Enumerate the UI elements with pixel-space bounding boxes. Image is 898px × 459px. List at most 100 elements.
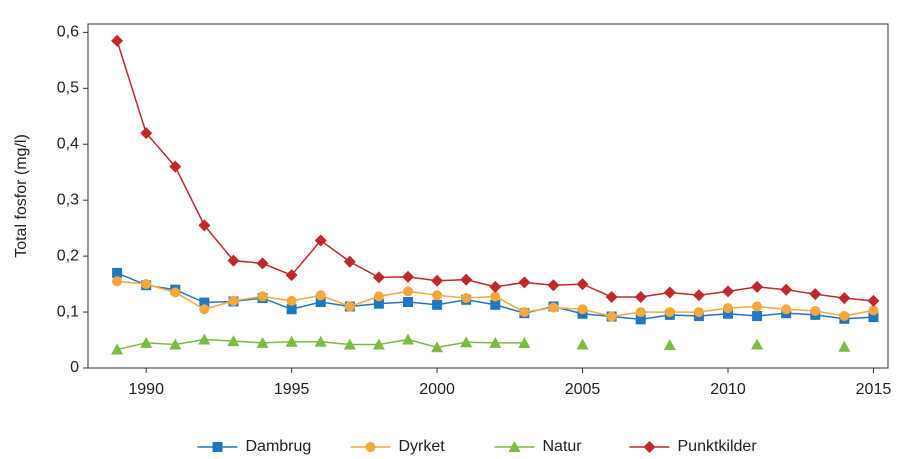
x-tick-label: 2000 [419, 381, 455, 398]
marker [169, 338, 182, 350]
marker [314, 335, 327, 347]
marker [343, 255, 356, 268]
y-tick-label: 0,6 [57, 24, 79, 41]
marker [112, 276, 123, 287]
marker [461, 293, 472, 304]
marker [839, 310, 850, 321]
marker [723, 308, 733, 319]
marker [111, 343, 124, 355]
marker [256, 336, 269, 348]
marker [838, 292, 851, 305]
marker [431, 274, 444, 287]
marker [781, 304, 792, 315]
marker [751, 338, 764, 350]
marker [372, 271, 385, 284]
marker [810, 305, 821, 316]
marker [634, 290, 647, 303]
marker [635, 307, 646, 318]
y-tick-label: 0,4 [57, 135, 79, 152]
marker [663, 339, 676, 351]
marker [227, 254, 240, 267]
series-line [117, 339, 844, 349]
x-tick-label: 1995 [274, 381, 310, 398]
x-tick-label: 2005 [565, 381, 601, 398]
marker [692, 289, 705, 302]
marker [460, 273, 473, 286]
marker [112, 267, 123, 278]
marker [286, 304, 297, 315]
marker [752, 301, 763, 312]
marker [402, 333, 414, 345]
marker [432, 290, 443, 301]
marker [548, 302, 559, 313]
legend-marker [643, 441, 656, 453]
marker [343, 338, 356, 350]
marker [519, 307, 530, 318]
marker [460, 336, 473, 348]
marker [256, 257, 269, 270]
marker [693, 307, 704, 318]
legend-label: Natur [543, 438, 583, 455]
y-tick-label: 0,3 [57, 191, 79, 208]
y-tick-label: 0,2 [57, 247, 79, 264]
marker [518, 276, 531, 289]
legend-label: Dambrug [246, 438, 312, 455]
y-axis-title: Total fosfor (mg/l) [13, 134, 30, 258]
marker [285, 269, 298, 282]
marker [432, 299, 443, 310]
legend-label: Dyrket [399, 438, 446, 455]
marker [372, 338, 385, 350]
legend-marker [212, 442, 223, 452]
marker [314, 234, 327, 247]
marker [490, 299, 501, 310]
marker [489, 280, 502, 293]
marker [780, 283, 793, 296]
marker [228, 295, 239, 306]
marker [664, 307, 675, 318]
y-tick-label: 0,1 [57, 303, 79, 320]
marker [431, 341, 444, 353]
marker [403, 286, 413, 297]
marker [752, 310, 763, 321]
marker [635, 314, 646, 325]
marker [809, 288, 822, 301]
marker [751, 280, 764, 293]
marker [723, 303, 733, 314]
marker [489, 336, 502, 348]
plot-frame [87, 23, 889, 369]
marker [663, 286, 676, 299]
marker [577, 304, 588, 315]
marker [111, 34, 124, 47]
x-tick-label: 1990 [128, 381, 164, 398]
marker [140, 127, 153, 140]
marker [199, 304, 210, 315]
marker [402, 270, 414, 283]
marker [227, 335, 240, 347]
marker [315, 296, 326, 307]
marker [518, 336, 531, 348]
marker [868, 312, 879, 323]
marker [838, 340, 851, 352]
marker [315, 290, 326, 301]
legend-marker [508, 441, 521, 452]
marker [140, 336, 153, 348]
marker [576, 338, 589, 350]
marker [198, 333, 211, 345]
marker [286, 295, 297, 306]
marker [199, 297, 210, 308]
marker [606, 311, 617, 322]
x-tick-label: 2015 [856, 381, 892, 398]
marker [170, 287, 181, 298]
marker [198, 219, 211, 232]
marker [403, 296, 413, 307]
marker [373, 291, 384, 302]
legend-label: Punktkilder [678, 438, 758, 455]
marker [257, 291, 268, 302]
marker [605, 290, 618, 303]
marker [722, 285, 734, 298]
y-tick-label: 0 [70, 359, 79, 376]
legend-marker [365, 442, 376, 452]
marker [547, 279, 560, 292]
marker [490, 291, 501, 302]
